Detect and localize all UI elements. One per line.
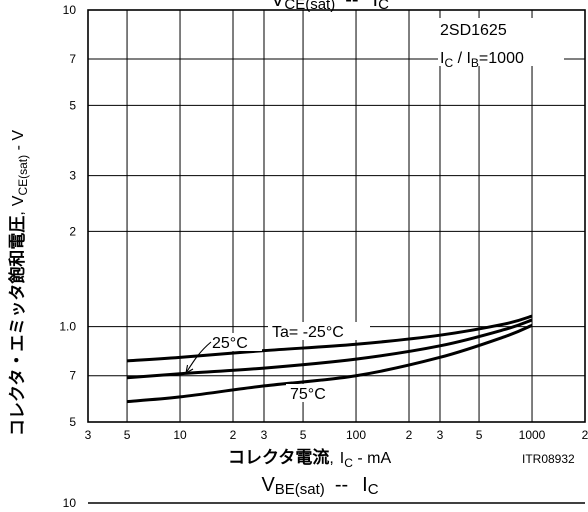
series-layer [126,314,533,404]
figure-code: ITR08932 [522,452,575,466]
series-line-25c [126,314,533,363]
y-tick-label: 7 [69,369,76,383]
y-tick-label: 10 [63,3,77,17]
x-tick-label: 100 [346,428,366,442]
series-line-75c [126,323,533,404]
x-tick-label: 2 [406,428,413,442]
second-chart-title: VBE(sat) -- IC [261,474,378,498]
condition-label: IC / IB=1000 [440,50,524,70]
x-tick-label: 1000 [519,428,546,442]
y-tick-label: 3 [69,169,76,183]
y-axis-label: コレクタ・エミッタ飽和電圧,VCE(sat) - V [7,130,30,436]
x-tick-label: 3 [261,428,268,442]
annotation-box [438,18,564,66]
x-axis-label: コレクタ電流, IC - mA [228,447,391,470]
y-tick-label: 5 [69,98,76,112]
second-chart-ytick: 10 [63,496,77,507]
x-tick-labels: 3 5 10 2 3 5 100 2 3 5 1000 2 [85,428,588,442]
x-tick-label: 2 [230,428,237,442]
y-tick-labels: 5 7 1.0 2 3 5 7 10 [59,3,76,429]
x-tick-label: 3 [85,428,92,442]
chart-title: VCE(sat) -- IC [271,0,389,13]
x-tick-label: 2 [582,428,588,442]
y-tick-label: 7 [69,52,76,66]
x-tick-label: 5 [476,428,483,442]
x-tick-label: 5 [124,428,131,442]
leader-line [185,341,212,374]
series-line-25c [126,318,533,380]
grid-layer [88,10,585,422]
x-tick-label: 5 [300,428,307,442]
y-tick-label: 2 [69,224,76,238]
y-tick-label: 5 [69,415,76,429]
series-label-75c: 75°C [290,386,326,403]
x-tick-label: 3 [437,428,444,442]
plot-frame [87,9,586,423]
y-tick-label: 1.0 [59,320,76,334]
x-tick-label: 10 [173,428,187,442]
leader-arrowhead [185,364,194,374]
series-label-25c: 25°C [212,335,248,352]
series-label-neg25c: Ta= -25°C [272,324,344,341]
part-number: 2SD1625 [440,22,507,39]
